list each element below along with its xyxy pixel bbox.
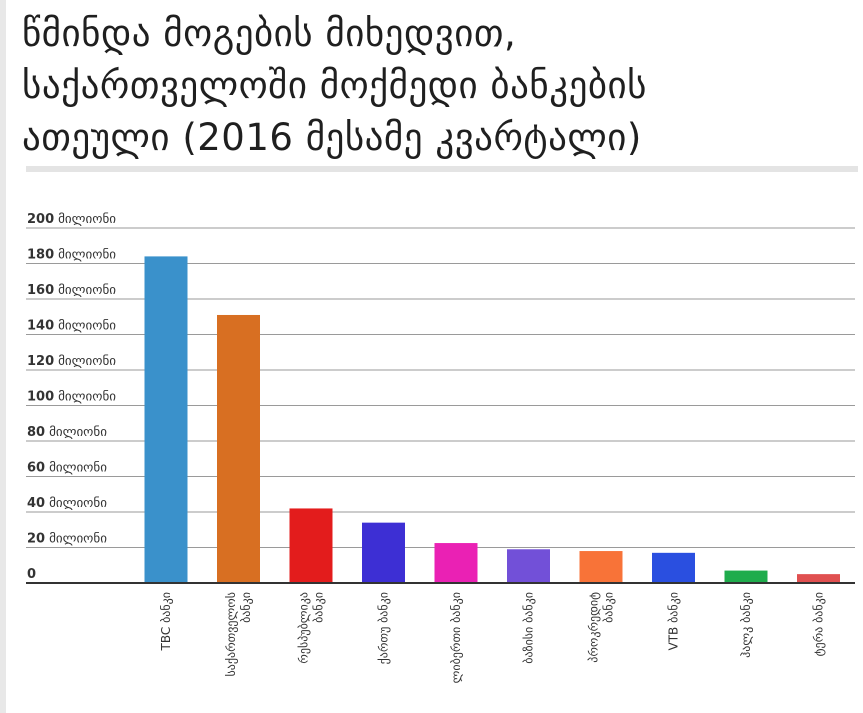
y-tick-unit: მილიონი <box>58 283 116 298</box>
chart-title-line-2: საქართველოში მოქმედი ბანკების <box>22 64 647 107</box>
y-tick-unit: მილიონი <box>49 532 107 547</box>
y-tick-unit: მილიონი <box>49 496 107 511</box>
y-tick-unit: მილიონი <box>58 319 116 334</box>
x-tick-label: ლიბერთი ბანკი <box>449 592 463 683</box>
y-tick-value: 120 <box>27 354 54 369</box>
x-tick-label: რესპუბლიკა <box>297 592 311 664</box>
y-tick-value: 20 <box>27 532 45 547</box>
y-tick-value: 40 <box>27 496 45 511</box>
x-tick-label: ბანკი <box>602 592 616 623</box>
bar-9 <box>724 570 768 583</box>
y-tick-label: 140 მილიონი <box>27 319 116 334</box>
x-tick-label: პროკრედიტ <box>587 592 601 663</box>
y-tick-unit: მილიონი <box>58 354 116 369</box>
y-tick-label: 60 მილიონი <box>27 461 107 476</box>
x-tick-label: ქართუ ბანკი <box>377 592 391 664</box>
bar-7 <box>579 551 623 583</box>
y-tick-value: 60 <box>27 461 45 476</box>
y-tick-label: 80 მილიონი <box>27 425 107 440</box>
x-tick-label: საქართველოს <box>224 592 238 677</box>
y-tick-value: 140 <box>27 319 54 334</box>
title-divider <box>26 166 858 172</box>
y-tick-value: 80 <box>27 425 45 440</box>
y-tick-value: 100 <box>27 390 54 405</box>
y-tick-value: 0 <box>27 567 36 582</box>
bar-8 <box>652 552 695 583</box>
bar-2 <box>217 314 260 583</box>
x-tick-label: ბაზისი ბანკი <box>522 592 536 664</box>
y-tick-value: 200 <box>27 212 54 227</box>
y-tick-label: 0 <box>27 567 36 582</box>
y-tick-unit: მილიონი <box>49 461 107 476</box>
y-tick-label: 40 მილიონი <box>27 496 107 511</box>
y-tick-label: 100 მილიონი <box>27 390 116 405</box>
bar-5 <box>434 543 478 583</box>
y-tick-label: 200 მილიონი <box>27 212 116 227</box>
bar-1 <box>144 256 188 583</box>
y-tick-unit: მილიონი <box>49 425 107 440</box>
x-tick-label: ბანკი <box>239 592 253 623</box>
y-tick-label: 20 მილიონი <box>27 532 107 547</box>
x-tick-label: TBC ბანკი <box>159 592 173 651</box>
left-border <box>0 0 6 713</box>
y-tick-label: 120 მილიონი <box>27 354 116 369</box>
bar-10 <box>797 574 840 583</box>
y-tick-unit: მილიონი <box>58 248 116 263</box>
y-tick-label: 160 მილიონი <box>27 283 116 298</box>
x-tick-label: ბანკი <box>312 592 326 623</box>
x-tick-label: VTB ბანკი <box>667 592 681 651</box>
bar-6 <box>507 549 550 583</box>
chart-title-line-1: წმინდა მოგების მიხედვით, <box>22 12 517 55</box>
y-tick-value: 160 <box>27 283 54 298</box>
x-tick-label: ტერა ბანკი <box>812 592 826 656</box>
y-tick-unit: მილიონი <box>58 390 116 405</box>
y-tick-label: 180 მილიონი <box>27 248 116 263</box>
chart-title-line-3: ათეული (2016 მესამე კვარტალი) <box>22 116 642 159</box>
bar-4 <box>362 522 405 583</box>
chart-title: წმინდა მოგების მიხედვით, საქართველოში მო… <box>22 8 852 164</box>
y-tick-value: 180 <box>27 248 54 263</box>
bar-3 <box>289 508 333 583</box>
x-tick-label: ჰალკ ბანკი <box>739 592 753 658</box>
y-tick-unit: მილიონი <box>58 212 116 227</box>
